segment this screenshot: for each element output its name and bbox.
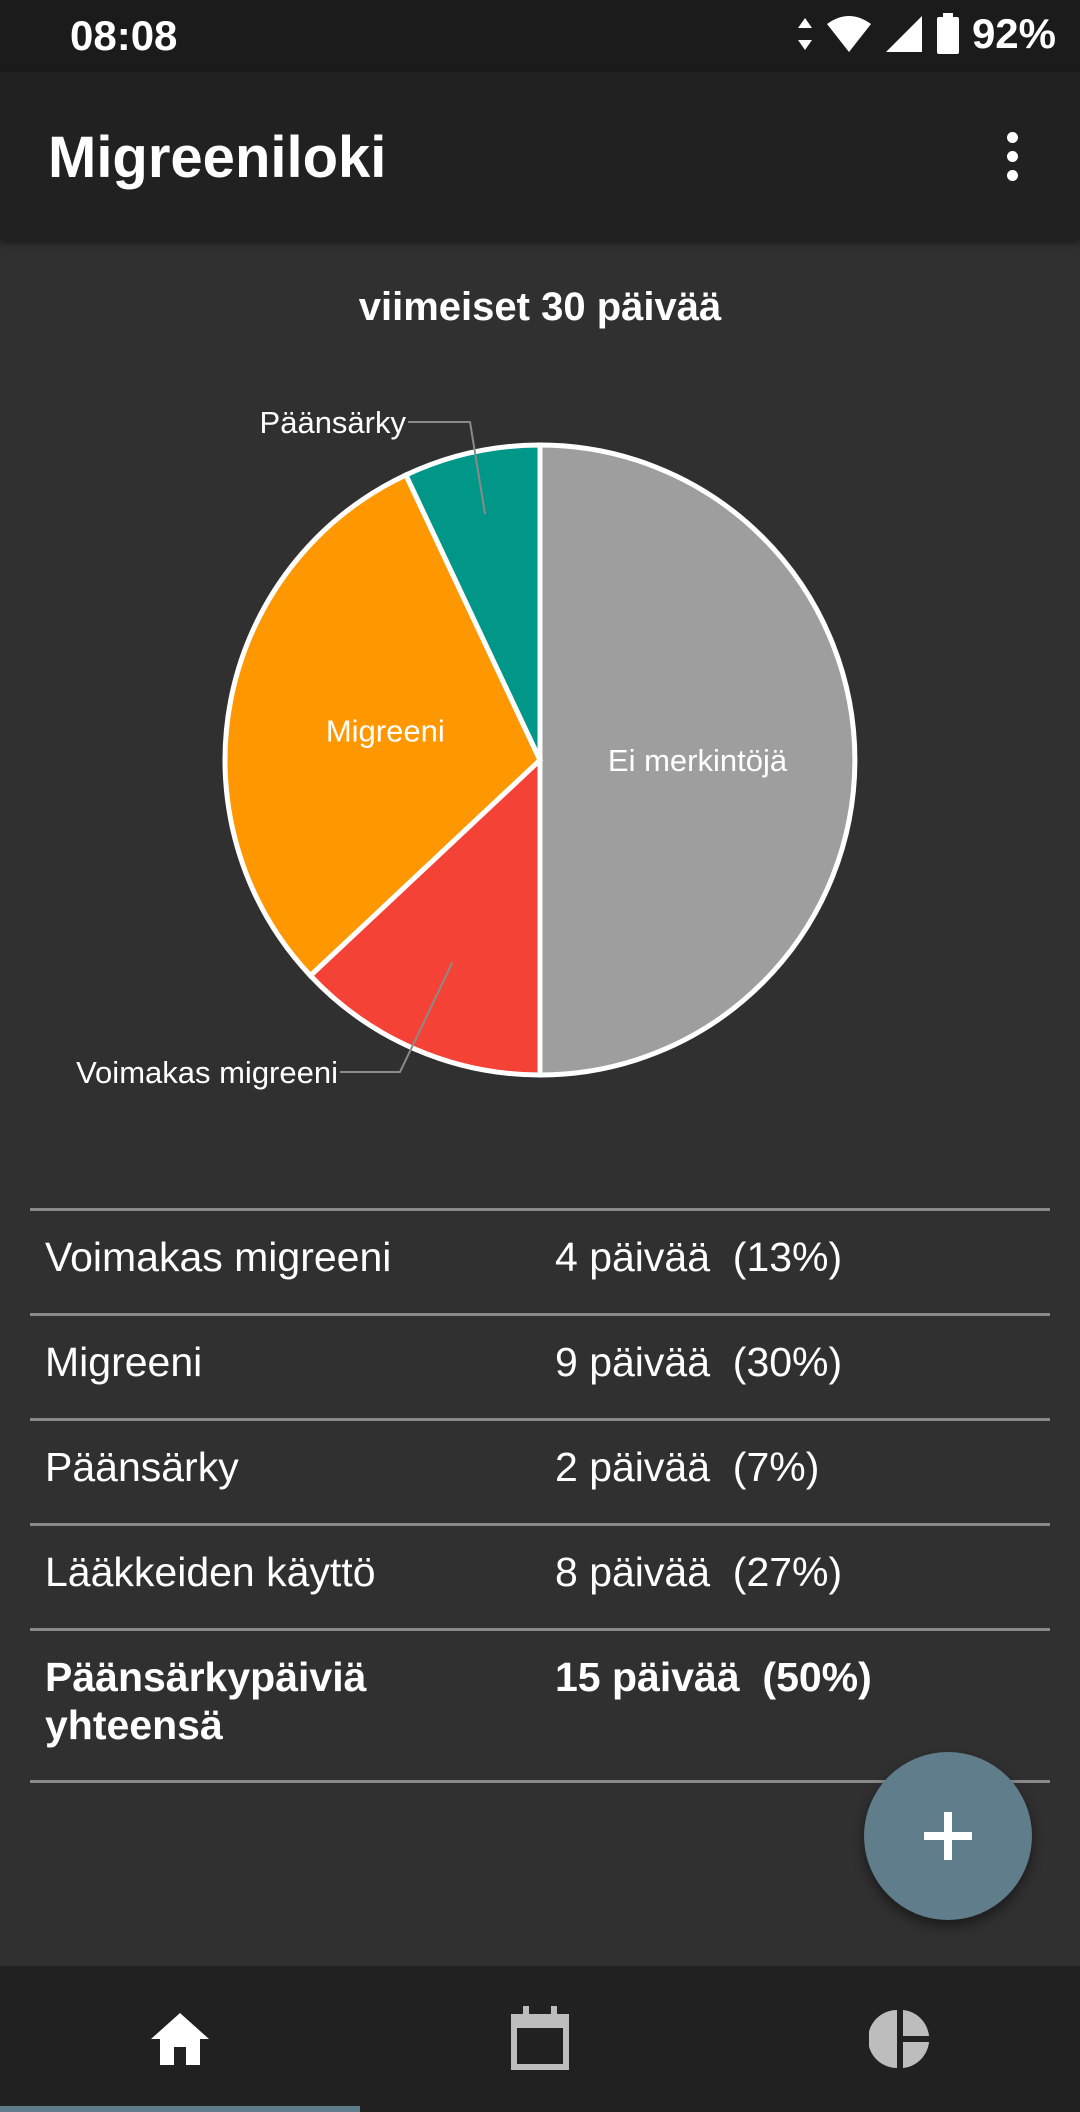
active-tab-indicator bbox=[0, 2106, 360, 2112]
status-bar: 08:08 92% bbox=[0, 0, 1080, 72]
stat-value: 4 päivää (13%) bbox=[555, 1234, 843, 1280]
stat-value: 9 päivää (30%) bbox=[555, 1339, 843, 1385]
label-leader-line bbox=[340, 961, 454, 1073]
more-vert-icon bbox=[1006, 128, 1018, 185]
pie-slice bbox=[306, 754, 543, 1078]
stat-value: 8 päivää (27%) bbox=[555, 1549, 843, 1595]
chart-title: viimeiset 30 päivää bbox=[358, 285, 722, 329]
battery-icon bbox=[936, 13, 959, 54]
table-row: Voimakas migreeni 4 päivää (13%) bbox=[30, 1208, 1050, 1313]
nav-statistics[interactable] bbox=[720, 1966, 1080, 2112]
slice-label: Päänsärky bbox=[260, 405, 407, 440]
stat-label: Päänsärky bbox=[45, 1444, 239, 1490]
status-icons: 92% bbox=[796, 10, 1056, 58]
overflow-menu-button[interactable] bbox=[974, 118, 1050, 194]
wifi-icon bbox=[826, 16, 871, 52]
stat-label: Voimakas migreeni bbox=[45, 1234, 392, 1280]
pie-slice bbox=[402, 442, 543, 762]
pie-slice bbox=[222, 471, 544, 980]
plus-icon bbox=[924, 1812, 972, 1860]
slice-label: Voimakas migreeni bbox=[76, 1055, 338, 1090]
table-row: Päänsärky 2 päivää (7%) bbox=[30, 1418, 1050, 1523]
bottom-navigation bbox=[0, 1966, 1080, 2112]
slice-label: Ei merkintöjä bbox=[608, 743, 788, 778]
app-title: Migreeniloki bbox=[48, 125, 387, 190]
pie-slice bbox=[537, 442, 858, 1078]
pie-chart: Ei merkintöjä Voimakas migreeni Migreeni Pä… bbox=[76, 405, 858, 1090]
calendar-icon bbox=[511, 2006, 569, 2070]
label-leader-line bbox=[408, 421, 487, 515]
table-row: Migreeni 9 päivää (30%) bbox=[30, 1313, 1050, 1418]
nav-home[interactable] bbox=[0, 1966, 360, 2112]
stat-label: Lääkkeiden käyttö bbox=[45, 1549, 376, 1595]
stat-value: 2 päivää (7%) bbox=[555, 1444, 820, 1490]
total-value: 15 päivää (50%) bbox=[555, 1654, 872, 1700]
home-icon bbox=[151, 2013, 209, 2065]
signal-icon bbox=[885, 16, 922, 52]
add-entry-button[interactable] bbox=[864, 1752, 1032, 1920]
stat-label: Migreeni bbox=[45, 1339, 203, 1385]
slice-label: Migreeni bbox=[326, 713, 445, 748]
stats-table: Voimakas migreeni 4 päivää (13%) Migreen… bbox=[30, 1208, 1050, 1783]
nav-calendar[interactable] bbox=[360, 1966, 720, 2112]
total-row: Päänsärkypäiviä yhteensä 15 päivää (50%) bbox=[30, 1628, 1050, 1783]
battery-percent: 92% bbox=[971, 10, 1056, 57]
app-bar: Migreeniloki bbox=[0, 72, 1080, 240]
total-label: Päänsärkypäiviä yhteensä bbox=[45, 1654, 367, 1748]
pie-chart-icon bbox=[869, 2010, 929, 2068]
table-row: Lääkkeiden käyttö 8 päivää (27%) bbox=[30, 1523, 1050, 1628]
status-time: 08:08 bbox=[70, 12, 178, 59]
data-arrows-icon bbox=[797, 18, 812, 50]
